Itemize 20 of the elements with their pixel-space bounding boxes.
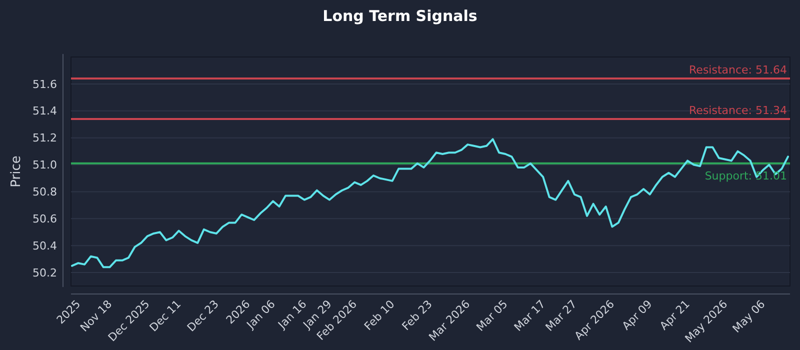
x-tick-label: Dec 11 <box>147 298 184 334</box>
x-tick-label: Apr 21 <box>657 298 692 333</box>
y-tick-label: 51.2 <box>32 132 57 145</box>
x-tick-label: Mar 05 <box>474 298 510 334</box>
line-series <box>71 138 789 268</box>
y-tick-label: 51.6 <box>32 78 57 91</box>
ref-line-label: Resistance: 51.34 <box>689 104 787 117</box>
ref-line-label: Support: 51.01 <box>704 169 787 182</box>
y-axis-title: Price <box>9 156 24 188</box>
chart-title: Long Term Signals <box>322 7 478 25</box>
y-tick-label: 50.8 <box>32 186 57 199</box>
y-tick-label: 51.4 <box>32 104 57 118</box>
y-tick-label: 50.4 <box>32 239 57 252</box>
y-tick-label: 51.0 <box>32 158 57 172</box>
y-tick-label: 50.2 <box>32 266 57 280</box>
x-tick-label: Apr 09 <box>620 298 655 333</box>
x-tick-label: Feb 10 <box>362 298 398 333</box>
y-tick-label: 50.6 <box>32 212 57 226</box>
ref-line-label: Resistance: 51.64 <box>689 64 787 77</box>
x-tick-label: Dec 23 <box>184 298 222 334</box>
